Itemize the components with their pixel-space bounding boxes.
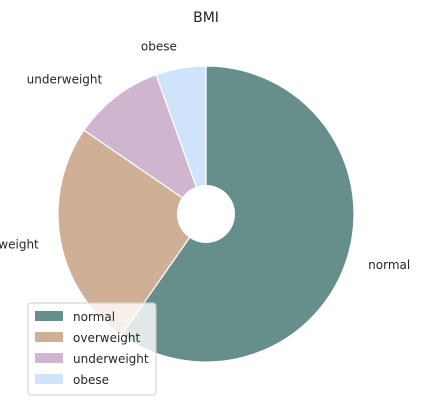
pie-slices: [57, 65, 355, 363]
slice-label-obese: obese: [141, 40, 177, 54]
legend: normal overweight underweight obese: [27, 302, 157, 396]
slice-label-overweight: overweight: [0, 237, 39, 251]
pie-slice-obese: [155, 65, 207, 215]
legend-label-normal: normal: [73, 310, 115, 324]
donut-hole: [177, 185, 235, 243]
legend-label-underweight: underweight: [73, 352, 149, 366]
slice-label-underweight: underweight: [27, 72, 103, 86]
legend-frame: [27, 302, 157, 396]
slice-labels: normal overweight underweight obese: [0, 40, 410, 273]
legend-label-obese: obese: [73, 373, 109, 387]
legend-swatch-underweight: [35, 353, 63, 363]
legend-items: normal overweight underweight obese: [35, 310, 149, 387]
legend-swatch-obese: [35, 374, 63, 384]
chart-title: BMI: [193, 10, 219, 26]
pie-slice-underweight: [83, 73, 208, 216]
pie-slice-normal: [120, 65, 355, 363]
legend-label-overweight: overweight: [73, 331, 141, 345]
legend-swatch-overweight: [35, 332, 63, 342]
slice-label-normal: normal: [368, 258, 410, 272]
legend-swatch-normal: [35, 311, 63, 321]
